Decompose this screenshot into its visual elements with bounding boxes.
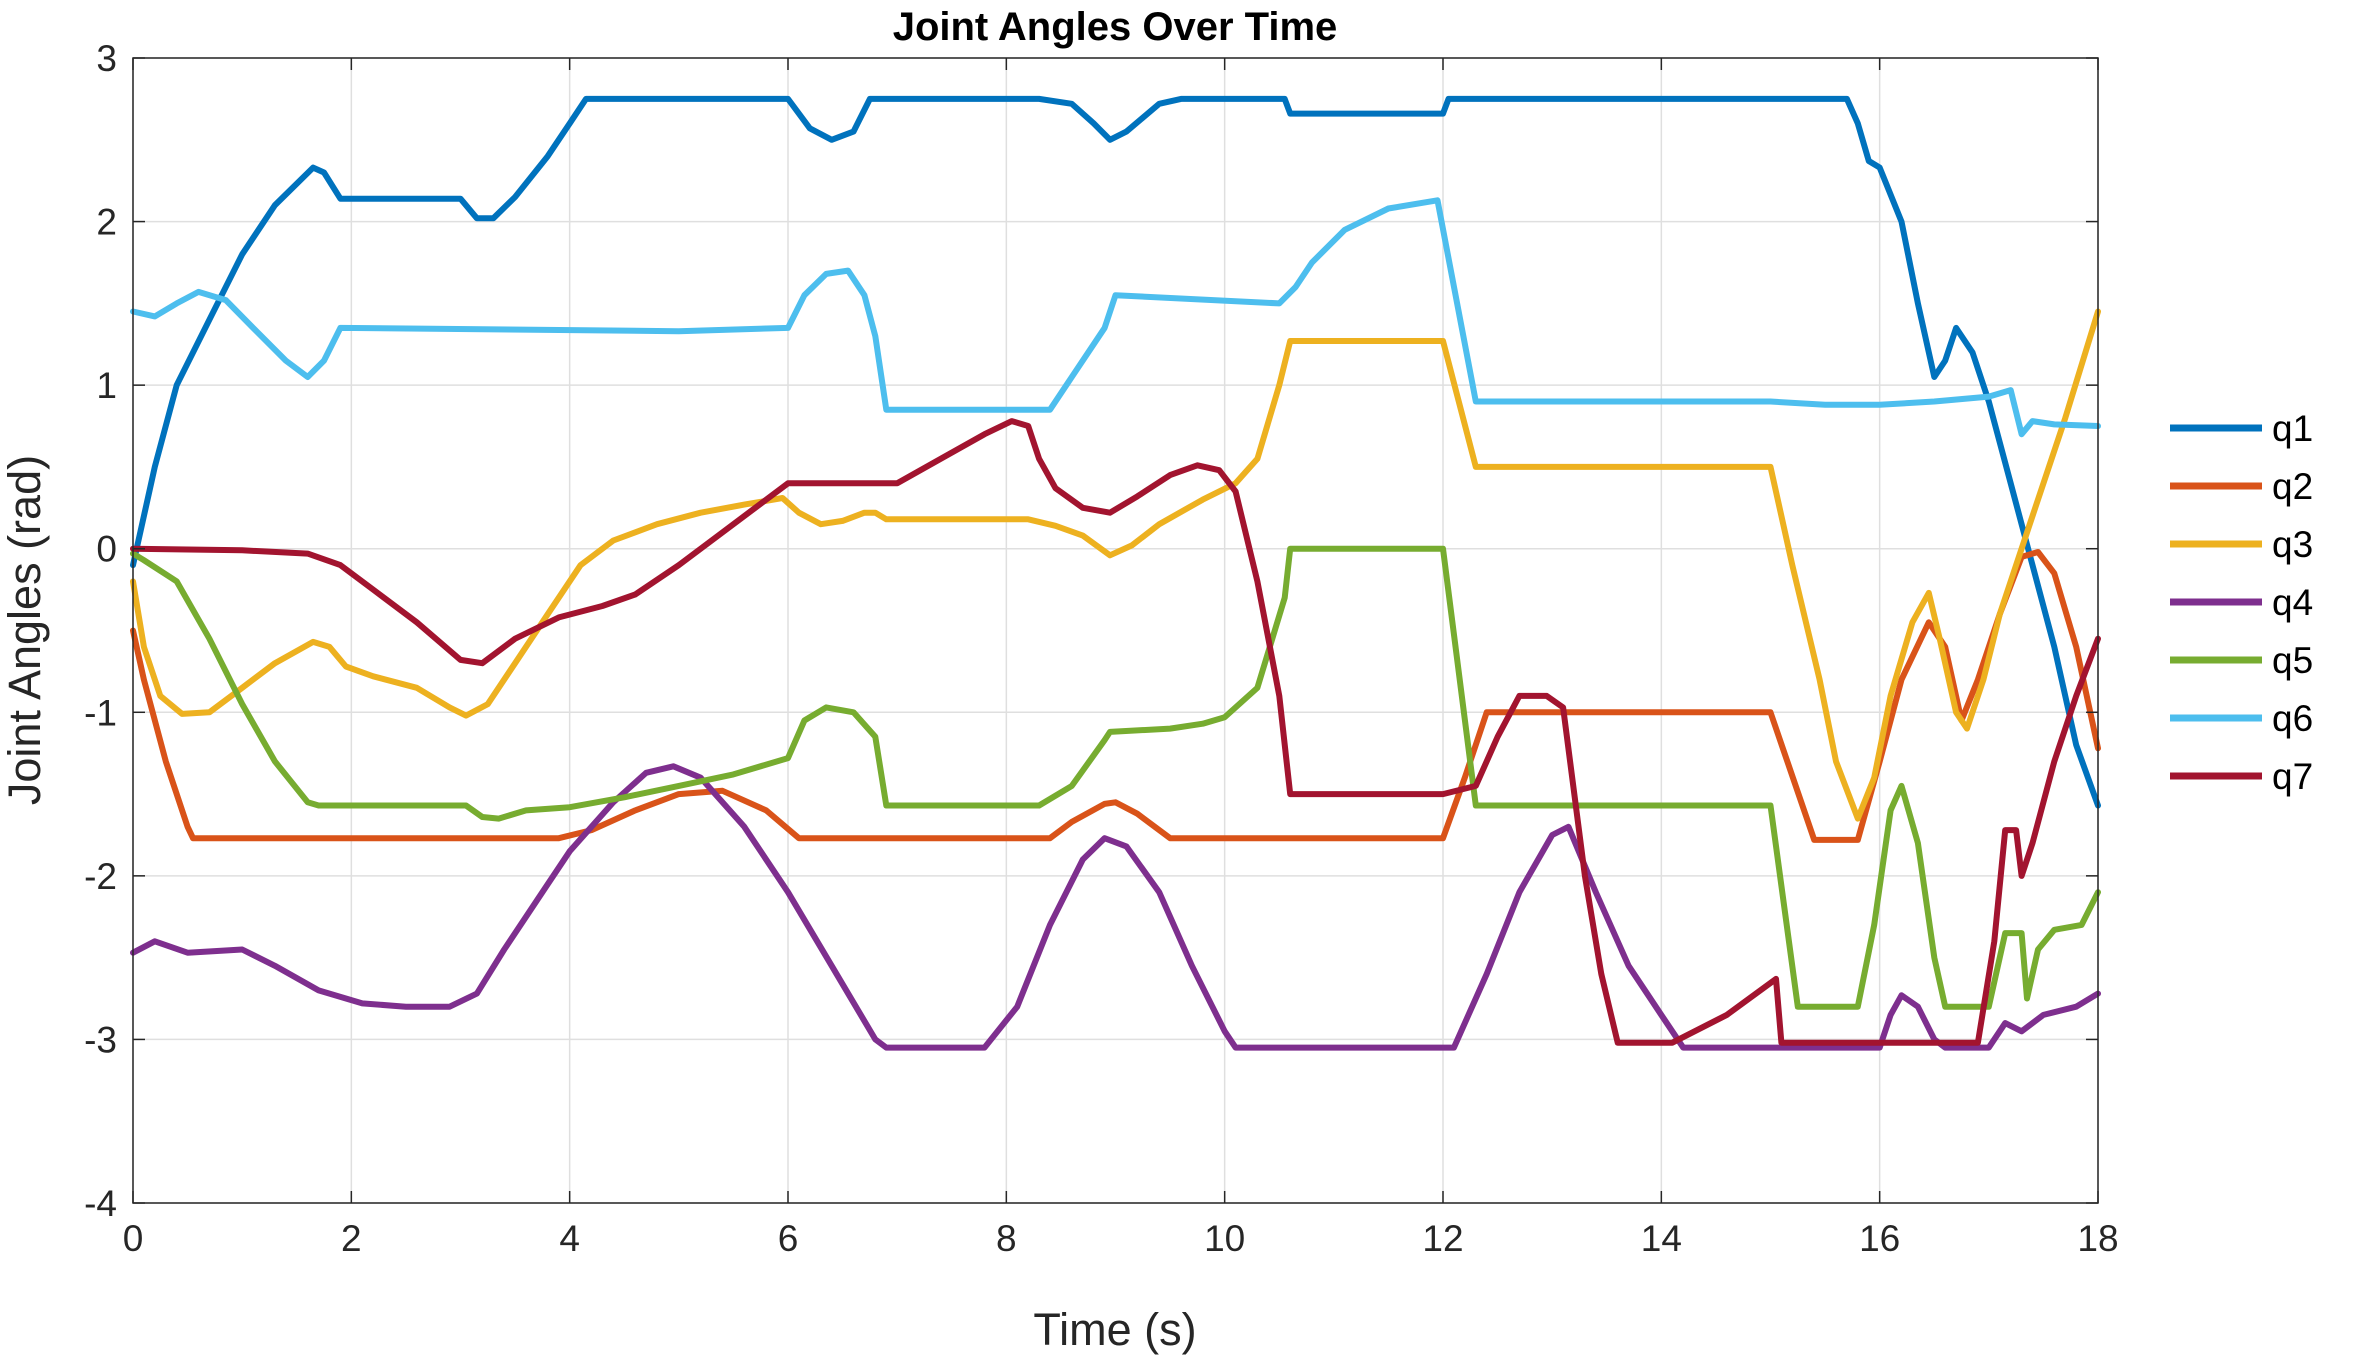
legend-label-q5: q5 xyxy=(2272,640,2313,681)
plot-area xyxy=(133,58,2098,1203)
axes-box xyxy=(132,57,2099,1204)
y-tick-label: 1 xyxy=(96,365,117,406)
x-tick-label: 6 xyxy=(778,1218,799,1259)
y-tick-label: 3 xyxy=(96,38,117,79)
legend-label-q6: q6 xyxy=(2272,698,2313,739)
x-tick-label: 4 xyxy=(559,1218,580,1259)
x-tick-label: 10 xyxy=(1204,1218,1245,1259)
series-line-q7 xyxy=(130,418,2101,1046)
y-tick-label: 2 xyxy=(96,202,117,243)
y-tick-label: 0 xyxy=(96,529,117,570)
series-line-q3 xyxy=(130,308,2101,822)
y-tick-label: -3 xyxy=(84,1019,117,1060)
x-tick-label: 12 xyxy=(1422,1218,1463,1259)
x-tick-label: 14 xyxy=(1641,1218,1682,1259)
series-line-q1 xyxy=(130,95,2101,809)
legend-label-q7: q7 xyxy=(2272,756,2313,797)
legend-label-q2: q2 xyxy=(2272,466,2313,507)
x-tick-label: 2 xyxy=(341,1218,362,1259)
legend-label-q4: q4 xyxy=(2272,582,2313,623)
series-lines xyxy=(130,95,2101,1051)
legend-label-q1: q1 xyxy=(2272,408,2313,449)
series-line-q5 xyxy=(130,545,2101,1010)
x-tick-label: 16 xyxy=(1859,1218,1900,1259)
y-tick-label: -4 xyxy=(84,1183,117,1224)
chart-title: Joint Angles Over Time xyxy=(893,5,1338,49)
y-axis-label: Joint Angles (rad) xyxy=(0,455,50,805)
x-tick-label: 0 xyxy=(123,1218,144,1259)
x-tick-label: 18 xyxy=(2077,1218,2118,1259)
series-line-q6 xyxy=(130,197,2101,438)
x-axis-label: Time (s) xyxy=(1033,1304,1196,1355)
y-tick-label: -2 xyxy=(84,856,117,897)
axes xyxy=(132,57,2099,1204)
y-tick-label: -1 xyxy=(84,692,117,733)
series-line-q4 xyxy=(130,763,2101,1051)
x-tick-label: 8 xyxy=(996,1218,1017,1259)
legend-label-q3: q3 xyxy=(2272,524,2313,565)
legend: q1 q2 q3 q4 q5 q6 q7 xyxy=(2170,408,2313,797)
